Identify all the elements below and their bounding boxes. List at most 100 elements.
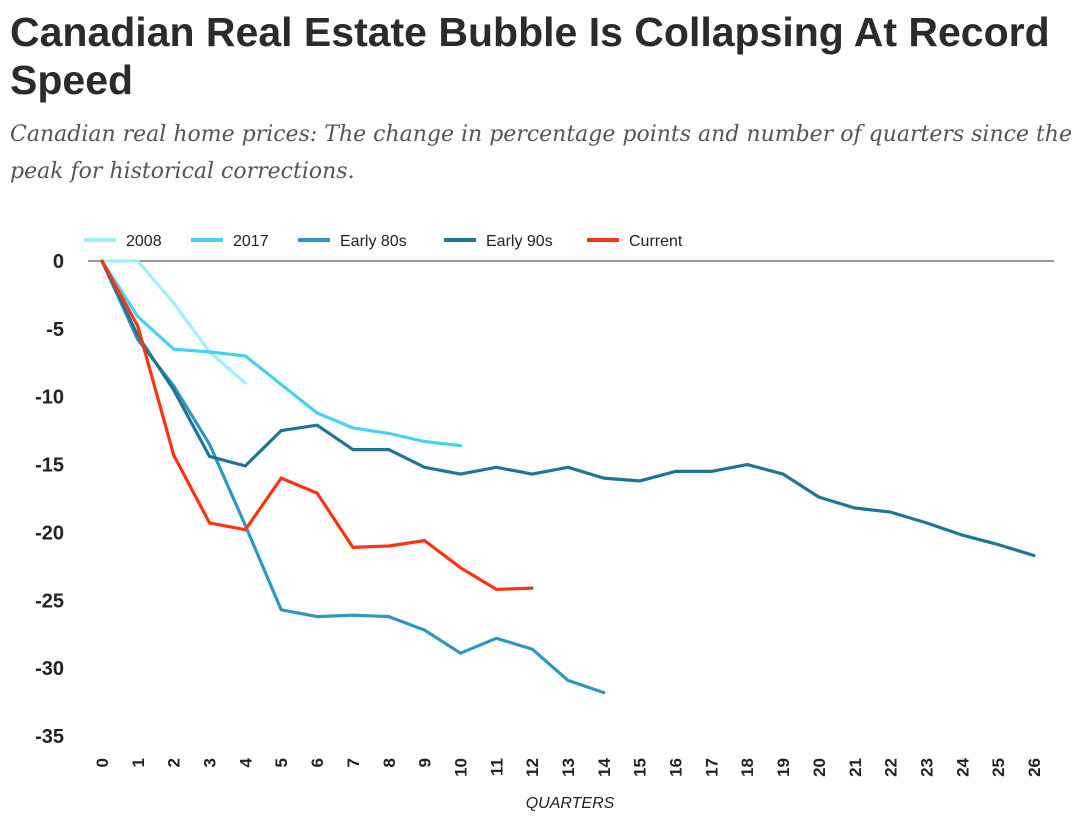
x-tick-label: 20 — [810, 758, 829, 777]
data-point — [996, 543, 1000, 547]
data-point — [136, 324, 140, 328]
x-tick-label: 10 — [451, 758, 470, 777]
data-point — [351, 613, 355, 617]
data-point — [458, 651, 462, 655]
data-point — [423, 628, 427, 632]
data-point — [530, 472, 534, 476]
data-point — [745, 463, 749, 467]
data-point — [315, 615, 319, 619]
data-point — [781, 472, 785, 476]
data-point — [817, 495, 821, 499]
x-tick-label: 14 — [595, 757, 614, 776]
data-point — [1032, 554, 1036, 557]
series-2008 — [100, 259, 247, 385]
legend-label: Early 90s — [486, 233, 553, 250]
data-point — [387, 448, 391, 452]
data-point — [243, 354, 247, 358]
data-point — [387, 544, 391, 548]
data-point — [530, 586, 534, 590]
data-point — [315, 411, 319, 415]
y-axis: 0 -5 -10 -15 -20 -25 -30 -35 — [35, 251, 64, 748]
data-point — [853, 506, 857, 510]
data-point — [279, 608, 283, 612]
chart-title: Canadian Real Estate Bubble Is Collapsin… — [10, 9, 1050, 103]
data-point — [351, 545, 355, 549]
data-point — [279, 476, 283, 480]
legend-item[interactable]: 2008 — [84, 233, 162, 250]
x-tick-label: 24 — [953, 757, 972, 776]
series-line — [102, 259, 247, 385]
x-tick-label: 9 — [416, 758, 435, 767]
y-tick-label: -20 — [35, 522, 64, 544]
data-point — [172, 453, 176, 457]
data-point — [423, 465, 427, 469]
data-point — [960, 533, 964, 537]
legend-item[interactable]: Current — [587, 233, 683, 250]
data-point — [566, 465, 570, 469]
x-tick-label: 13 — [559, 758, 578, 777]
data-point — [387, 431, 391, 435]
data-point — [208, 454, 212, 458]
x-tick-label: 26 — [1025, 758, 1044, 777]
data-point — [243, 381, 247, 385]
x-axis-label: QUARTERS — [526, 795, 615, 812]
x-tick-label: 21 — [846, 758, 865, 777]
data-point — [458, 472, 462, 476]
series-lines — [100, 259, 1036, 695]
data-point — [530, 647, 534, 651]
legend-label: Current — [629, 233, 683, 250]
data-point — [566, 678, 570, 682]
data-point — [889, 510, 893, 514]
data-point — [423, 539, 427, 543]
data-point — [243, 464, 247, 468]
x-tick-label: 11 — [487, 758, 506, 776]
data-point — [638, 479, 642, 483]
legend-item[interactable]: Early 90s — [444, 233, 553, 250]
y-tick-label: -15 — [35, 455, 64, 477]
data-point — [458, 566, 462, 570]
data-point — [208, 350, 212, 354]
series-early-80s — [100, 259, 606, 695]
data-point — [458, 444, 462, 448]
data-point — [494, 636, 498, 640]
x-tick-label: 16 — [667, 758, 686, 777]
data-point — [172, 388, 176, 392]
legend-item[interactable]: Early 80s — [298, 233, 407, 250]
x-axis: 0 1 2 3 4 5 6 7 8 9 10 11 12 13 14 15 16 17 18 19 20 21 22 23 24… — [93, 757, 1044, 776]
series-line — [100, 260, 605, 695]
legend-label: Early 80s — [340, 233, 407, 250]
x-tick-label: 23 — [917, 758, 936, 777]
series-line — [100, 260, 461, 448]
data-point — [674, 469, 678, 473]
x-tick-label: 3 — [201, 758, 220, 767]
y-tick-label: -25 — [35, 590, 64, 612]
data-point — [208, 521, 212, 525]
data-point — [100, 259, 104, 263]
x-tick-label: 5 — [272, 758, 291, 767]
x-tick-label: 1 — [129, 758, 148, 767]
data-point — [351, 448, 355, 452]
data-point — [315, 491, 319, 495]
data-point — [387, 615, 391, 619]
chart-subtitle: Canadian real home prices: The change in… — [10, 122, 1072, 184]
series-2017 — [100, 259, 462, 448]
x-tick-label: 0 — [93, 758, 112, 767]
legend-item[interactable]: 2017 — [191, 233, 269, 250]
x-tick-label: 2 — [165, 758, 184, 767]
x-tick-label: 19 — [774, 758, 793, 777]
data-point — [494, 465, 498, 469]
y-tick-label: -30 — [35, 658, 64, 680]
x-tick-label: 17 — [702, 758, 721, 777]
data-point — [279, 429, 283, 433]
data-point — [208, 442, 212, 446]
y-tick-label: -10 — [35, 387, 64, 409]
x-tick-label: 25 — [989, 758, 1008, 777]
series-current — [100, 259, 534, 592]
data-point — [423, 440, 427, 443]
data-point — [136, 259, 140, 263]
data-point — [709, 469, 713, 473]
y-tick-label: 0 — [53, 251, 64, 273]
data-point — [602, 691, 606, 695]
legend-label: 2017 — [233, 233, 269, 250]
data-point — [136, 315, 140, 319]
